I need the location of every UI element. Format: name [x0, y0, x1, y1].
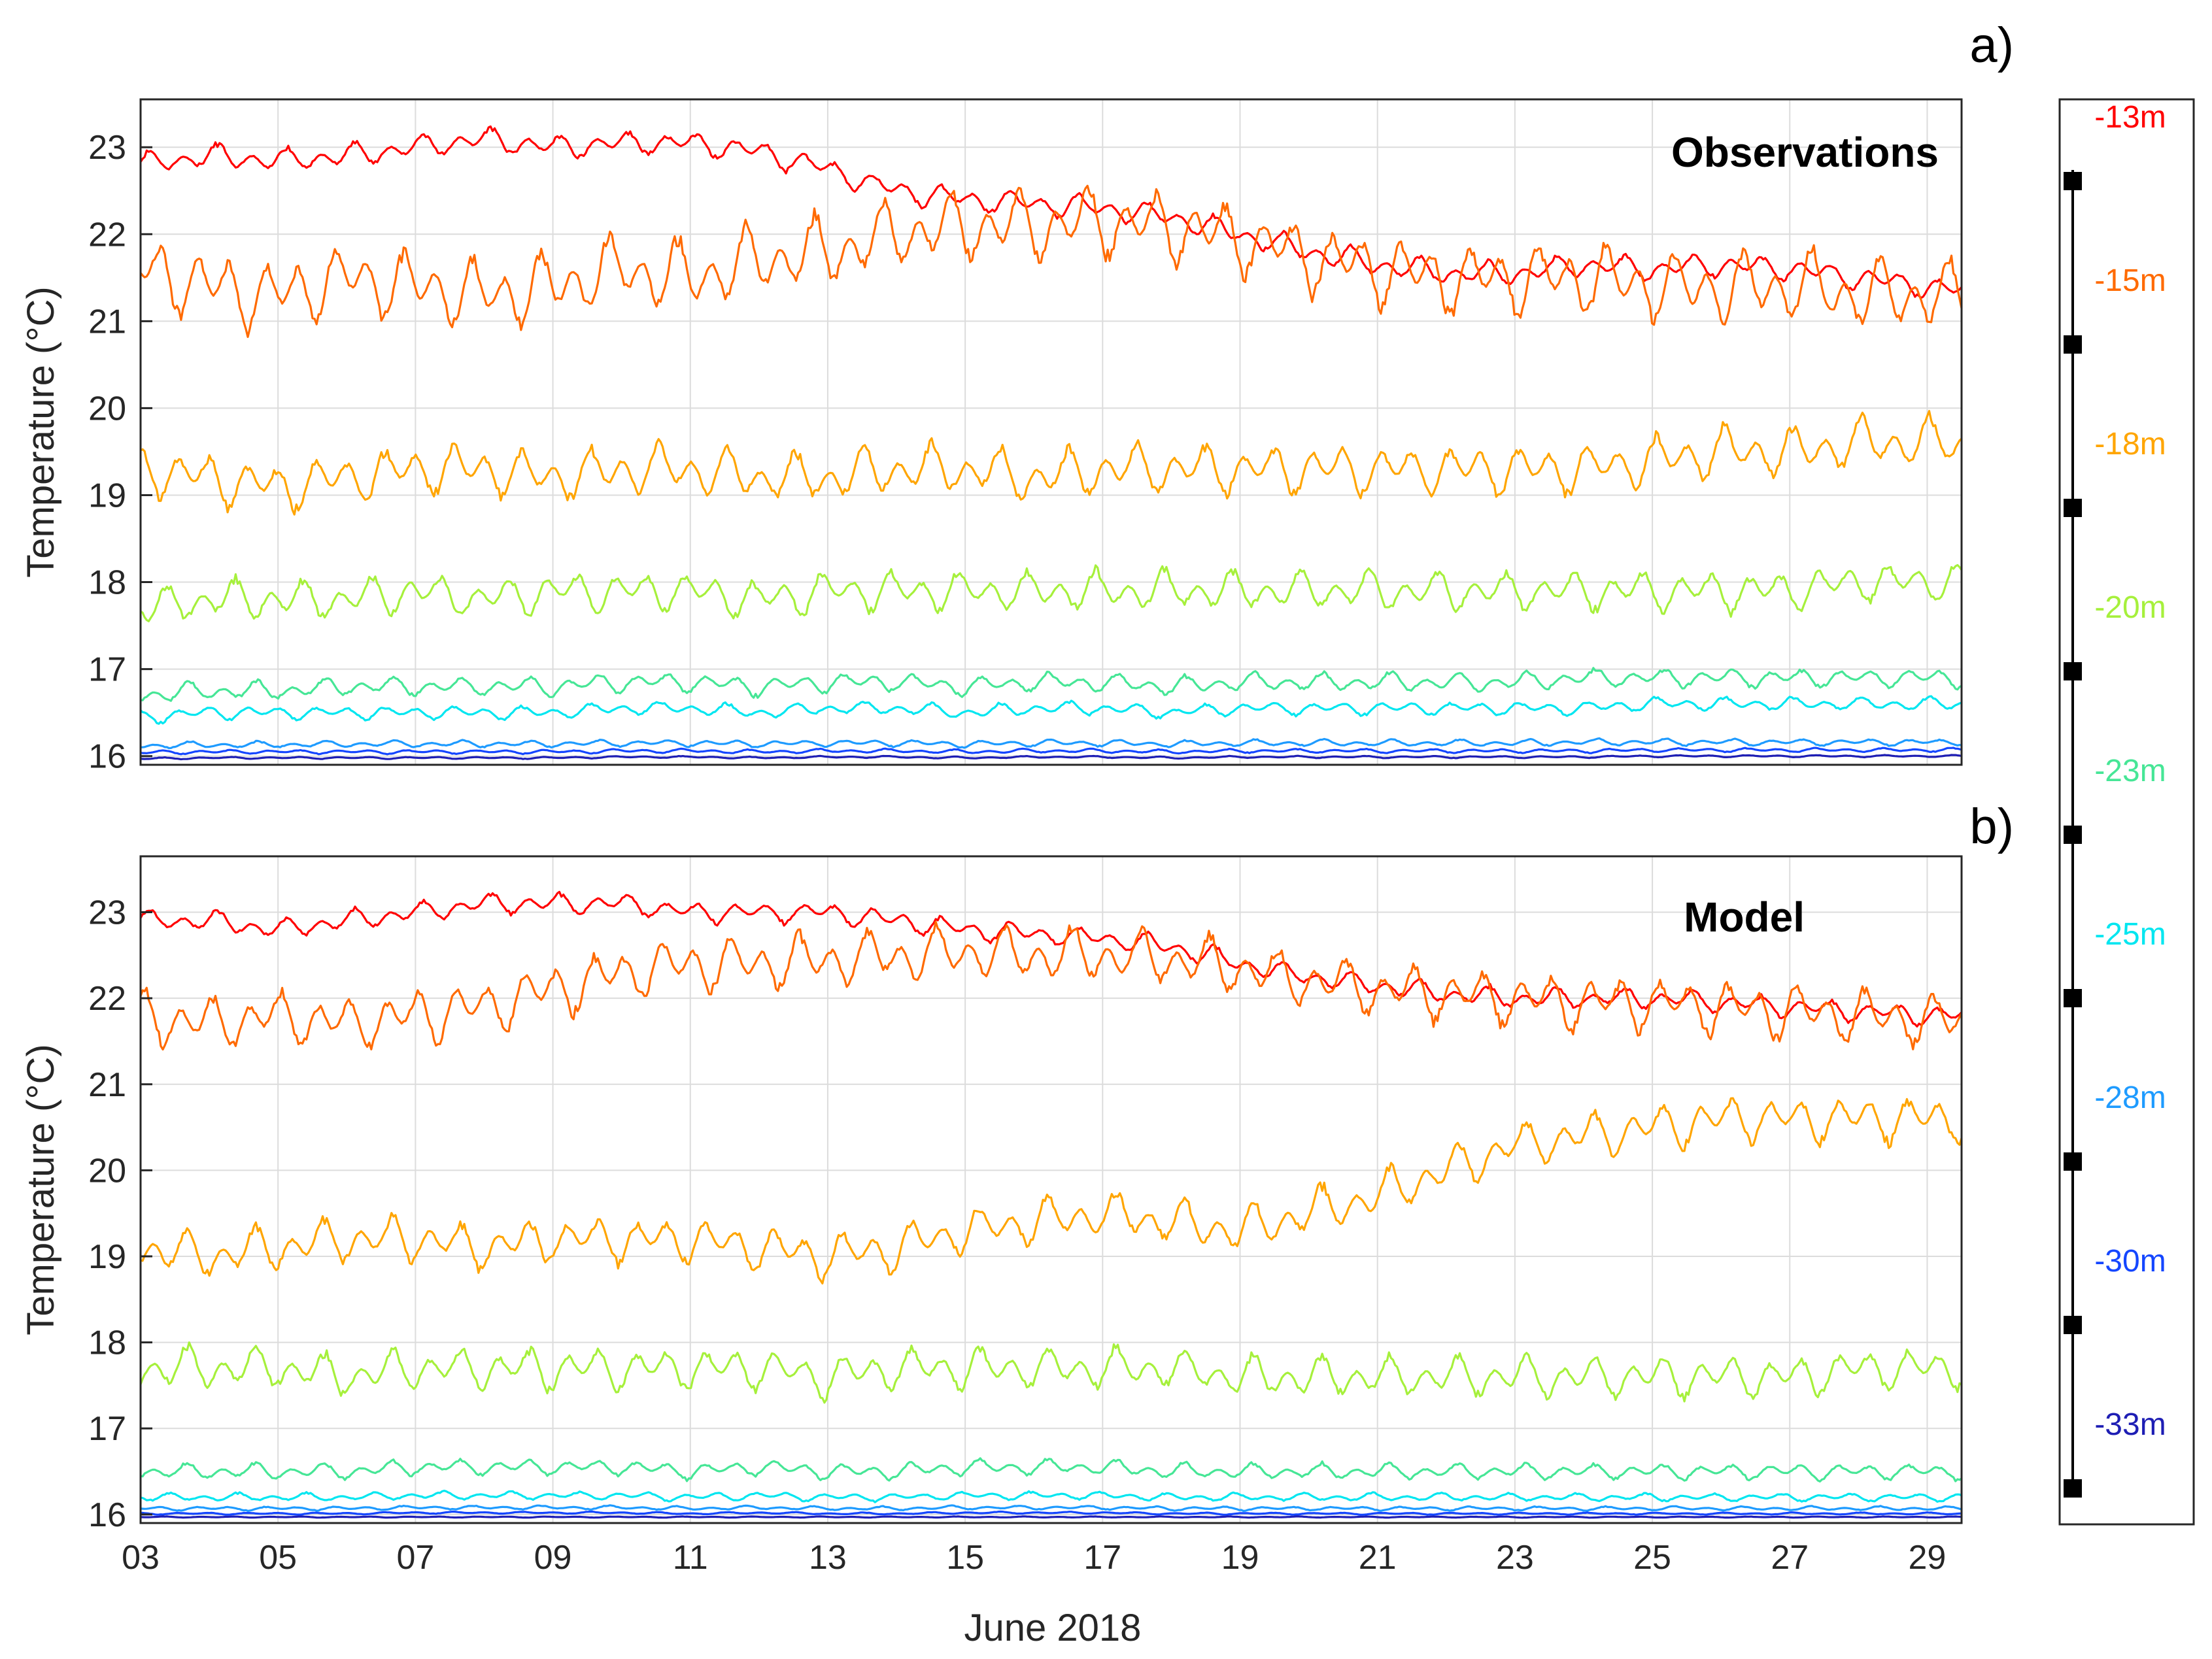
y-axis-label-b: Temperature (°C) — [20, 1044, 62, 1335]
axes-frame-a — [139, 98, 1963, 766]
series-line-minus-18m — [140, 410, 1963, 516]
panel-letter-b: b) — [1969, 799, 2014, 854]
series-line-minus-33m — [140, 1515, 1962, 1519]
depth-legend-label: -20m — [2094, 590, 2166, 625]
axes-frame-b — [139, 855, 1963, 1524]
x-axis-label: June 2018 — [964, 1607, 1142, 1649]
x-tick-label: 13 — [809, 1539, 847, 1577]
depth-legend-label: -30m — [2094, 1244, 2166, 1279]
panel-model: 16 17 18 19 20 21 22 23 03 05 07 09 11 13 15 17 19 21 23 2… — [20, 799, 2014, 1649]
series-line-minus-28m — [140, 1504, 1962, 1512]
sensor-marker — [2064, 662, 2082, 680]
depth-legend-label: -33m — [2094, 1407, 2166, 1442]
y-axis-label-a: Temperature (°C) — [20, 286, 62, 577]
y-tick-label: 18 — [88, 1324, 126, 1362]
x-tick-label: 27 — [1771, 1539, 1809, 1577]
y-tick-label: 16 — [88, 738, 126, 776]
series-line-minus-23m — [140, 1457, 1962, 1483]
depth-legend-label: -25m — [2094, 917, 2166, 952]
series-line-minus-18m — [140, 1097, 1963, 1284]
y-tick-label: 22 — [88, 216, 126, 254]
series-line-minus-25m — [139, 695, 1962, 725]
series-line-minus-33m — [140, 754, 1962, 761]
y-tick-label: 19 — [88, 1238, 126, 1276]
x-tick-label: 17 — [1083, 1539, 1121, 1577]
y-tick-label: 18 — [88, 564, 126, 602]
series-line-minus-23m — [140, 667, 1962, 702]
depth-legend-label: -18m — [2094, 427, 2166, 461]
panel-title-model: Model — [1684, 894, 1805, 941]
x-tick-label: 29 — [1909, 1539, 1947, 1577]
gridlines-b — [140, 856, 1962, 1523]
depth-legend-items: -13m -15m -18m -20m -23m -25m -28m -30m -33m — [2064, 100, 2166, 1498]
y-tick-label: 21 — [88, 303, 126, 341]
y-tick-label: 17 — [88, 651, 126, 689]
series-line-minus-15m — [139, 184, 1963, 339]
gridlines-a — [140, 99, 1962, 765]
sensor-marker — [2064, 499, 2082, 517]
x-tick-label: 05 — [259, 1539, 297, 1577]
y-tick-label: 16 — [88, 1496, 126, 1534]
y-tick-label: 20 — [88, 1152, 126, 1190]
series-line-minus-28m — [141, 737, 1962, 750]
x-tick-label: 03 — [122, 1539, 160, 1577]
depth-legend-label: -13m — [2094, 100, 2166, 135]
panel-title-observations: Observations — [1671, 129, 1939, 176]
depth-legend: -13m -15m -18m -20m -23m -25m -28m -30m -33m — [2058, 98, 2195, 1526]
y-tick-label: 19 — [88, 477, 126, 514]
depth-legend-label: -15m — [2094, 263, 2166, 298]
depth-legend-frame — [2058, 98, 2195, 1526]
x-tick-label: 23 — [1496, 1539, 1534, 1577]
y-tick-label: 21 — [88, 1066, 126, 1104]
y-tick-label: 20 — [88, 390, 126, 427]
series-line-minus-30m — [140, 746, 1962, 756]
sensor-marker — [2064, 1152, 2082, 1171]
sensor-marker — [2064, 1316, 2082, 1334]
y-tick-labels-b: 16 17 18 19 20 21 22 23 — [88, 894, 152, 1534]
sensor-marker — [2064, 989, 2082, 1007]
series-line-minus-13m — [139, 890, 1963, 1028]
sensor-marker — [2064, 335, 2082, 354]
x-tick-label: 25 — [1633, 1539, 1671, 1577]
series-line-minus-25m — [140, 1490, 1962, 1503]
series-line-minus-20m — [139, 1341, 1962, 1404]
series-line-minus-15m — [139, 920, 1963, 1051]
y-tick-label: 22 — [88, 980, 126, 1018]
x-tick-label: 19 — [1221, 1539, 1259, 1577]
x-tick-labels: 03 05 07 09 11 13 15 17 19 21 23 25 27 29 — [122, 1539, 1946, 1577]
y-tick-labels-a: 16 17 18 19 20 21 22 23 — [88, 129, 152, 776]
series-layer-a — [139, 125, 1963, 761]
x-tick-label: 21 — [1359, 1539, 1397, 1577]
sensor-marker — [2064, 172, 2082, 190]
x-tick-label: 07 — [396, 1539, 434, 1577]
sensor-marker — [2064, 826, 2082, 844]
y-tick-label: 17 — [88, 1410, 126, 1448]
x-tick-label: 11 — [673, 1539, 708, 1577]
series-line-minus-20m — [140, 563, 1963, 622]
x-tick-label: 15 — [946, 1539, 984, 1577]
x-tick-label: 09 — [534, 1539, 572, 1577]
series-line-minus-13m — [139, 125, 1963, 299]
depth-legend-label: -28m — [2094, 1081, 2166, 1115]
depth-legend-label: -23m — [2094, 754, 2166, 788]
y-tick-label: 23 — [88, 894, 126, 932]
panel-letter-a: a) — [1969, 18, 2014, 73]
y-tick-label: 23 — [88, 129, 126, 167]
sensor-marker — [2064, 1479, 2082, 1498]
series-line-minus-30m — [140, 1510, 1962, 1516]
series-layer-b — [139, 890, 1963, 1519]
